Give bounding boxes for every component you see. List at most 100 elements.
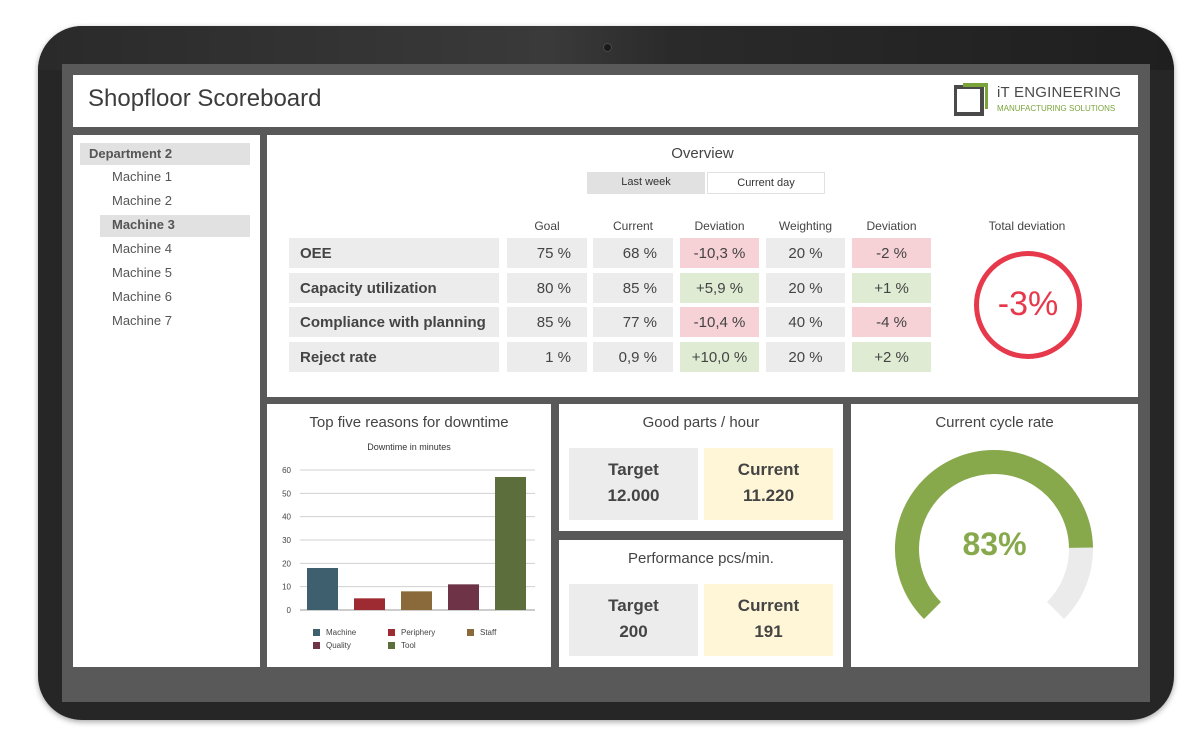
kpi-weighting-cell: 40 % [766,307,845,338]
cycle-rate-gauge [895,450,1093,619]
screen: Shopfloor Scoreboard iT ENGINEERING MANU… [62,64,1150,702]
kpi-label: Reject rate [289,342,499,373]
kpi-deviation-cell: +5,9 % [680,272,759,303]
sidebar-machine-item[interactable]: Machine 5 [112,265,172,280]
kpi-weighted-deviation-cell: -2 % [852,238,931,268]
good-parts-title: Good parts / hour [642,414,760,431]
legend-swatch [313,642,320,649]
performance-target: Target 200 [569,584,698,656]
camera-icon [603,43,612,52]
current-value: 11.220 [742,486,795,505]
kpi-weighting-cell: 20 % [766,238,845,268]
column-header: Deviation [866,219,917,233]
kpi-current-cell: 68 % [593,238,673,268]
kpi-goal-cell: 80 % [507,272,587,303]
sidebar-machine-item[interactable]: Machine 4 [112,241,172,256]
sidebar-machine-item[interactable]: Machine 6 [112,289,172,304]
kpi-weighted-deviation-cell: +1 % [852,272,931,303]
kpi-goal-cell: 75 % [507,238,587,268]
legend-label: Periphery [401,628,436,637]
legend-item: Staff [467,628,496,637]
period-current-day-button[interactable]: Current day [707,172,825,194]
target-value: 200 [619,622,648,641]
total-deviation-value: -3% [997,285,1059,323]
y-tick-label: 40 [282,513,291,522]
sidebar-machine-item[interactable]: Machine 3 [100,215,250,237]
kpi-label: OEE [289,238,499,268]
good-parts-target: Target 12.000 [569,448,698,520]
good-parts-panel: Good parts / hour Target 12.000 Current … [559,404,843,531]
target-value: 12.000 [607,486,660,505]
company-logo: iT ENGINEERING MANUFACTURING SOLUTIONS [954,81,1126,121]
legend-item: Machine [313,628,356,637]
sidebar-machine-item[interactable]: Machine 1 [112,169,172,184]
period-last-week-button[interactable]: Last week [587,172,705,194]
sidebar: Department 2 Machine 1 Machine 2 Machine 3… [73,135,260,667]
logo-tagline: MANUFACTURING SOLUTIONS [997,104,1116,113]
bar-quality [448,584,479,610]
downtime-bar-chart: 0 10 20 30 40 50 60 [282,466,535,615]
y-tick-label: 10 [282,583,291,592]
kpi-current-cell: 77 % [593,307,673,338]
column-header: Current [612,219,653,233]
legend-label: Tool [401,641,416,650]
bar-tool [495,477,526,610]
kpi-deviation-cell: -10,3 % [680,238,759,268]
y-tick-label: 0 [287,606,292,615]
kpi-weighted-deviation-cell: -4 % [852,307,931,338]
y-tick-label: 60 [282,466,291,475]
column-header: Goal [534,219,560,233]
kpi-weighting-cell: 20 % [766,272,845,303]
header-bar: Shopfloor Scoreboard iT ENGINEERING MANU… [73,75,1138,127]
target-label: Target [608,596,659,615]
cycle-rate-title: Current cycle rate [935,414,1054,431]
kpi-deviation-cell: -10,4 % [680,307,759,338]
current-value: 191 [754,622,783,641]
kpi-label: Capacity utilization [289,272,499,303]
bar-periphery [354,598,385,610]
department-item[interactable]: Department 2 [80,143,250,165]
gauge-fill [895,450,1093,619]
y-tick-label: 50 [282,489,291,498]
legend-item: Periphery [388,628,435,637]
legend-swatch [388,642,395,649]
y-tick-label: 30 [282,536,291,545]
legend-item: Quality [313,641,351,650]
downtime-panel: Top five reasons for downtime Downtime i… [267,404,551,667]
cycle-rate-panel: Current cycle rate 83% [851,404,1138,667]
bar-machine [307,568,338,610]
kpi-current-cell: 0,9 % [593,342,673,373]
kpi-goal-cell: 85 % [507,307,587,338]
total-deviation-label: Total deviation [988,219,1066,233]
kpi-goal-cell: 1 % [507,342,587,373]
bar-staff [401,591,432,610]
current-label: Current [737,596,800,615]
legend-label: Machine [326,628,357,637]
performance-panel: Performance pcs/min. Target 200 Current … [559,540,843,667]
sidebar-machine-item[interactable]: Machine 7 [112,313,172,328]
column-header: Weighting [778,219,833,233]
performance-title: Performance pcs/min. [628,550,774,567]
column-header: Deviation [694,219,745,233]
target-label: Target [608,460,659,479]
overview-panel: Overview Last week Current day Goal Curre… [267,135,1138,397]
legend-swatch [467,629,474,636]
performance-current: Current 191 [704,584,833,656]
chart-title: Downtime in minutes [367,442,451,452]
logo-square-icon [954,83,988,116]
current-label: Current [737,460,800,479]
overview-title: Overview [671,145,734,162]
page-title: Shopfloor Scoreboard [88,85,322,112]
legend-swatch [388,629,395,636]
legend-item: Tool [388,641,416,650]
downtime-title: Top five reasons for downtime [309,414,509,431]
kpi-current-cell: 85 % [593,272,673,303]
kpi-weighted-deviation-cell: +2 % [852,342,931,373]
good-parts-current: Current 11.220 [704,448,833,520]
y-tick-label: 20 [282,559,291,568]
tablet-frame: Shopfloor Scoreboard iT ENGINEERING MANU… [38,26,1174,720]
sidebar-machine-item[interactable]: Machine 2 [112,193,172,208]
kpi-label: Compliance with planning [289,307,499,338]
legend-label: Staff [480,628,497,637]
kpi-deviation-cell: +10,0 % [680,342,759,373]
